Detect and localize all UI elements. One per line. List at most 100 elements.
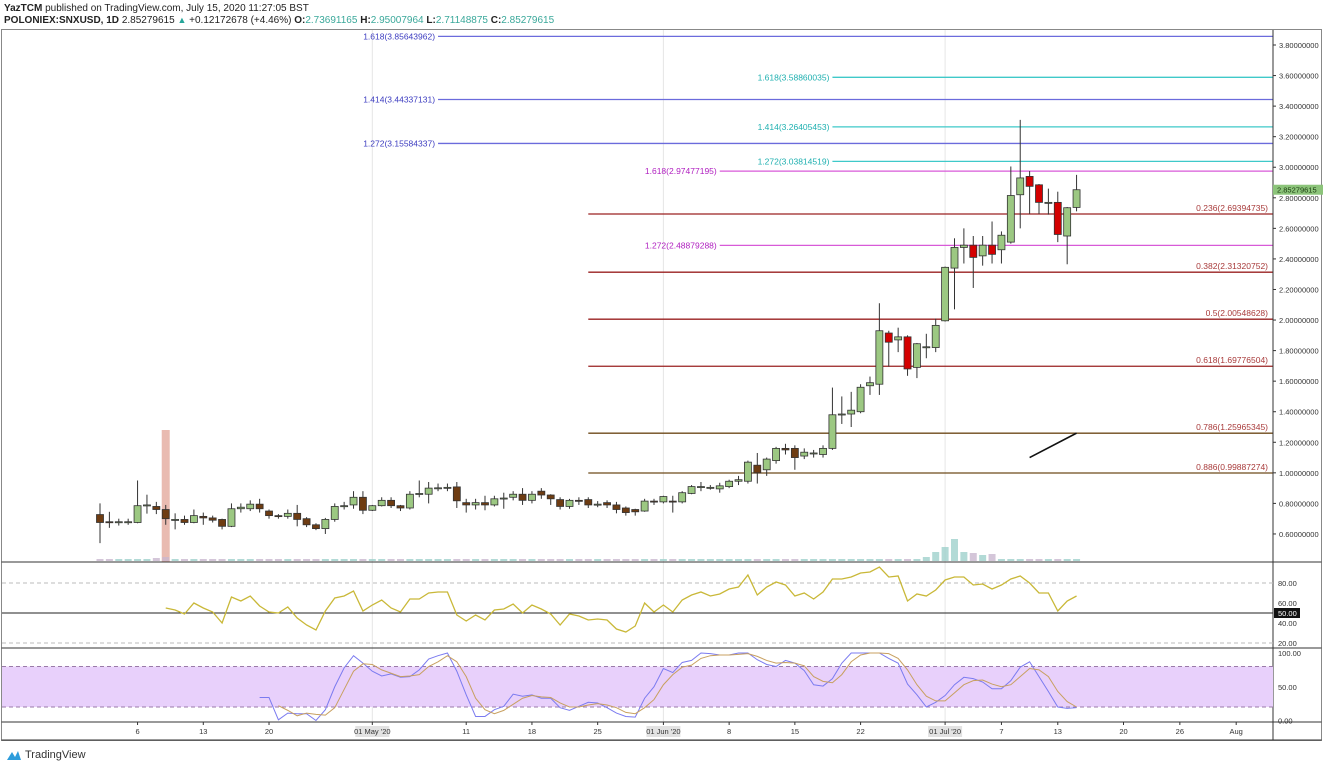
candle[interactable] bbox=[790, 445, 799, 470]
candle[interactable] bbox=[875, 303, 884, 395]
candle[interactable] bbox=[565, 498, 574, 509]
candle[interactable] bbox=[152, 501, 161, 515]
candle[interactable] bbox=[377, 497, 386, 507]
candle[interactable] bbox=[1053, 191, 1062, 243]
candle[interactable] bbox=[706, 485, 715, 490]
candle[interactable] bbox=[687, 485, 696, 495]
candle[interactable] bbox=[396, 504, 405, 512]
tradingview-logo[interactable]: TradingView bbox=[6, 749, 86, 761]
candle[interactable] bbox=[828, 387, 837, 450]
candle[interactable] bbox=[744, 460, 752, 484]
trend-line[interactable] bbox=[1029, 432, 1077, 459]
candle[interactable] bbox=[499, 492, 508, 509]
candle[interactable] bbox=[959, 228, 968, 264]
candle[interactable] bbox=[218, 518, 226, 530]
candle[interactable] bbox=[462, 498, 471, 513]
candle[interactable] bbox=[283, 509, 292, 519]
candle[interactable] bbox=[1063, 206, 1072, 265]
candle[interactable] bbox=[490, 495, 499, 507]
candle[interactable] bbox=[734, 475, 743, 486]
candle[interactable] bbox=[950, 238, 959, 310]
candle[interactable] bbox=[931, 318, 940, 353]
candle[interactable] bbox=[574, 497, 583, 505]
candle[interactable] bbox=[1025, 171, 1034, 214]
candle[interactable] bbox=[312, 523, 320, 531]
candle[interactable] bbox=[124, 518, 133, 525]
candle[interactable] bbox=[387, 497, 395, 508]
candle[interactable] bbox=[621, 506, 630, 516]
candle[interactable] bbox=[265, 509, 273, 519]
candle[interactable] bbox=[772, 446, 780, 464]
candle[interactable] bbox=[800, 448, 809, 460]
candle[interactable] bbox=[274, 514, 283, 519]
candle[interactable] bbox=[424, 482, 433, 504]
candle[interactable] bbox=[584, 497, 593, 508]
candle[interactable] bbox=[227, 503, 236, 528]
candle[interactable] bbox=[678, 491, 687, 504]
candle[interactable] bbox=[847, 391, 856, 427]
candle[interactable] bbox=[302, 517, 311, 528]
candle[interactable] bbox=[246, 500, 255, 512]
candle[interactable] bbox=[837, 396, 846, 424]
candle[interactable] bbox=[659, 495, 668, 504]
candle[interactable] bbox=[819, 445, 827, 458]
candle[interactable] bbox=[199, 512, 208, 525]
candle[interactable] bbox=[415, 480, 424, 498]
candle[interactable] bbox=[481, 495, 489, 511]
candle[interactable] bbox=[96, 503, 104, 544]
candle[interactable] bbox=[518, 488, 527, 505]
candle[interactable] bbox=[668, 495, 677, 513]
candle[interactable] bbox=[988, 221, 996, 264]
candle[interactable] bbox=[537, 488, 546, 499]
candle[interactable] bbox=[546, 494, 555, 505]
candle[interactable] bbox=[753, 452, 762, 484]
candle[interactable] bbox=[528, 491, 536, 504]
candle[interactable] bbox=[349, 491, 358, 509]
candle[interactable] bbox=[405, 491, 414, 510]
candle[interactable] bbox=[368, 504, 377, 512]
candle[interactable] bbox=[471, 498, 480, 510]
candle[interactable] bbox=[715, 482, 724, 493]
candle[interactable] bbox=[255, 498, 264, 513]
candle[interactable] bbox=[978, 236, 987, 266]
candle[interactable] bbox=[856, 384, 865, 414]
candle[interactable] bbox=[866, 376, 874, 395]
candle[interactable] bbox=[1035, 184, 1043, 214]
candle[interactable] bbox=[903, 335, 912, 376]
candle[interactable] bbox=[105, 511, 114, 528]
candle[interactable] bbox=[809, 449, 818, 458]
candle[interactable] bbox=[894, 327, 903, 353]
candle[interactable] bbox=[133, 480, 142, 524]
candle[interactable] bbox=[631, 508, 640, 516]
candle[interactable] bbox=[509, 491, 518, 501]
candle[interactable] bbox=[189, 509, 198, 524]
candle[interactable] bbox=[697, 482, 705, 492]
candle[interactable] bbox=[922, 333, 931, 359]
candle[interactable] bbox=[603, 500, 611, 508]
candle[interactable] bbox=[236, 503, 245, 513]
candle[interactable] bbox=[330, 503, 339, 522]
candle[interactable] bbox=[340, 501, 349, 510]
candle[interactable] bbox=[1072, 174, 1081, 212]
candle[interactable] bbox=[321, 517, 330, 534]
candle[interactable] bbox=[884, 330, 893, 367]
candle[interactable] bbox=[556, 497, 565, 510]
candle[interactable] bbox=[969, 236, 978, 288]
candle[interactable] bbox=[640, 498, 649, 512]
candle[interactable] bbox=[293, 504, 302, 527]
candle[interactable] bbox=[180, 515, 189, 525]
candle[interactable] bbox=[1044, 188, 1053, 215]
candle[interactable] bbox=[1006, 166, 1015, 244]
candle[interactable] bbox=[161, 504, 170, 525]
candle[interactable] bbox=[650, 498, 658, 505]
author-name[interactable]: YazTCM bbox=[4, 3, 43, 14]
candle[interactable] bbox=[114, 518, 123, 526]
candle[interactable] bbox=[997, 231, 1006, 264]
candle[interactable] bbox=[1016, 119, 1025, 229]
candle[interactable] bbox=[725, 479, 734, 489]
candle[interactable] bbox=[762, 457, 771, 476]
candle[interactable] bbox=[452, 482, 461, 508]
candle[interactable] bbox=[171, 513, 180, 530]
candle[interactable] bbox=[208, 515, 217, 523]
